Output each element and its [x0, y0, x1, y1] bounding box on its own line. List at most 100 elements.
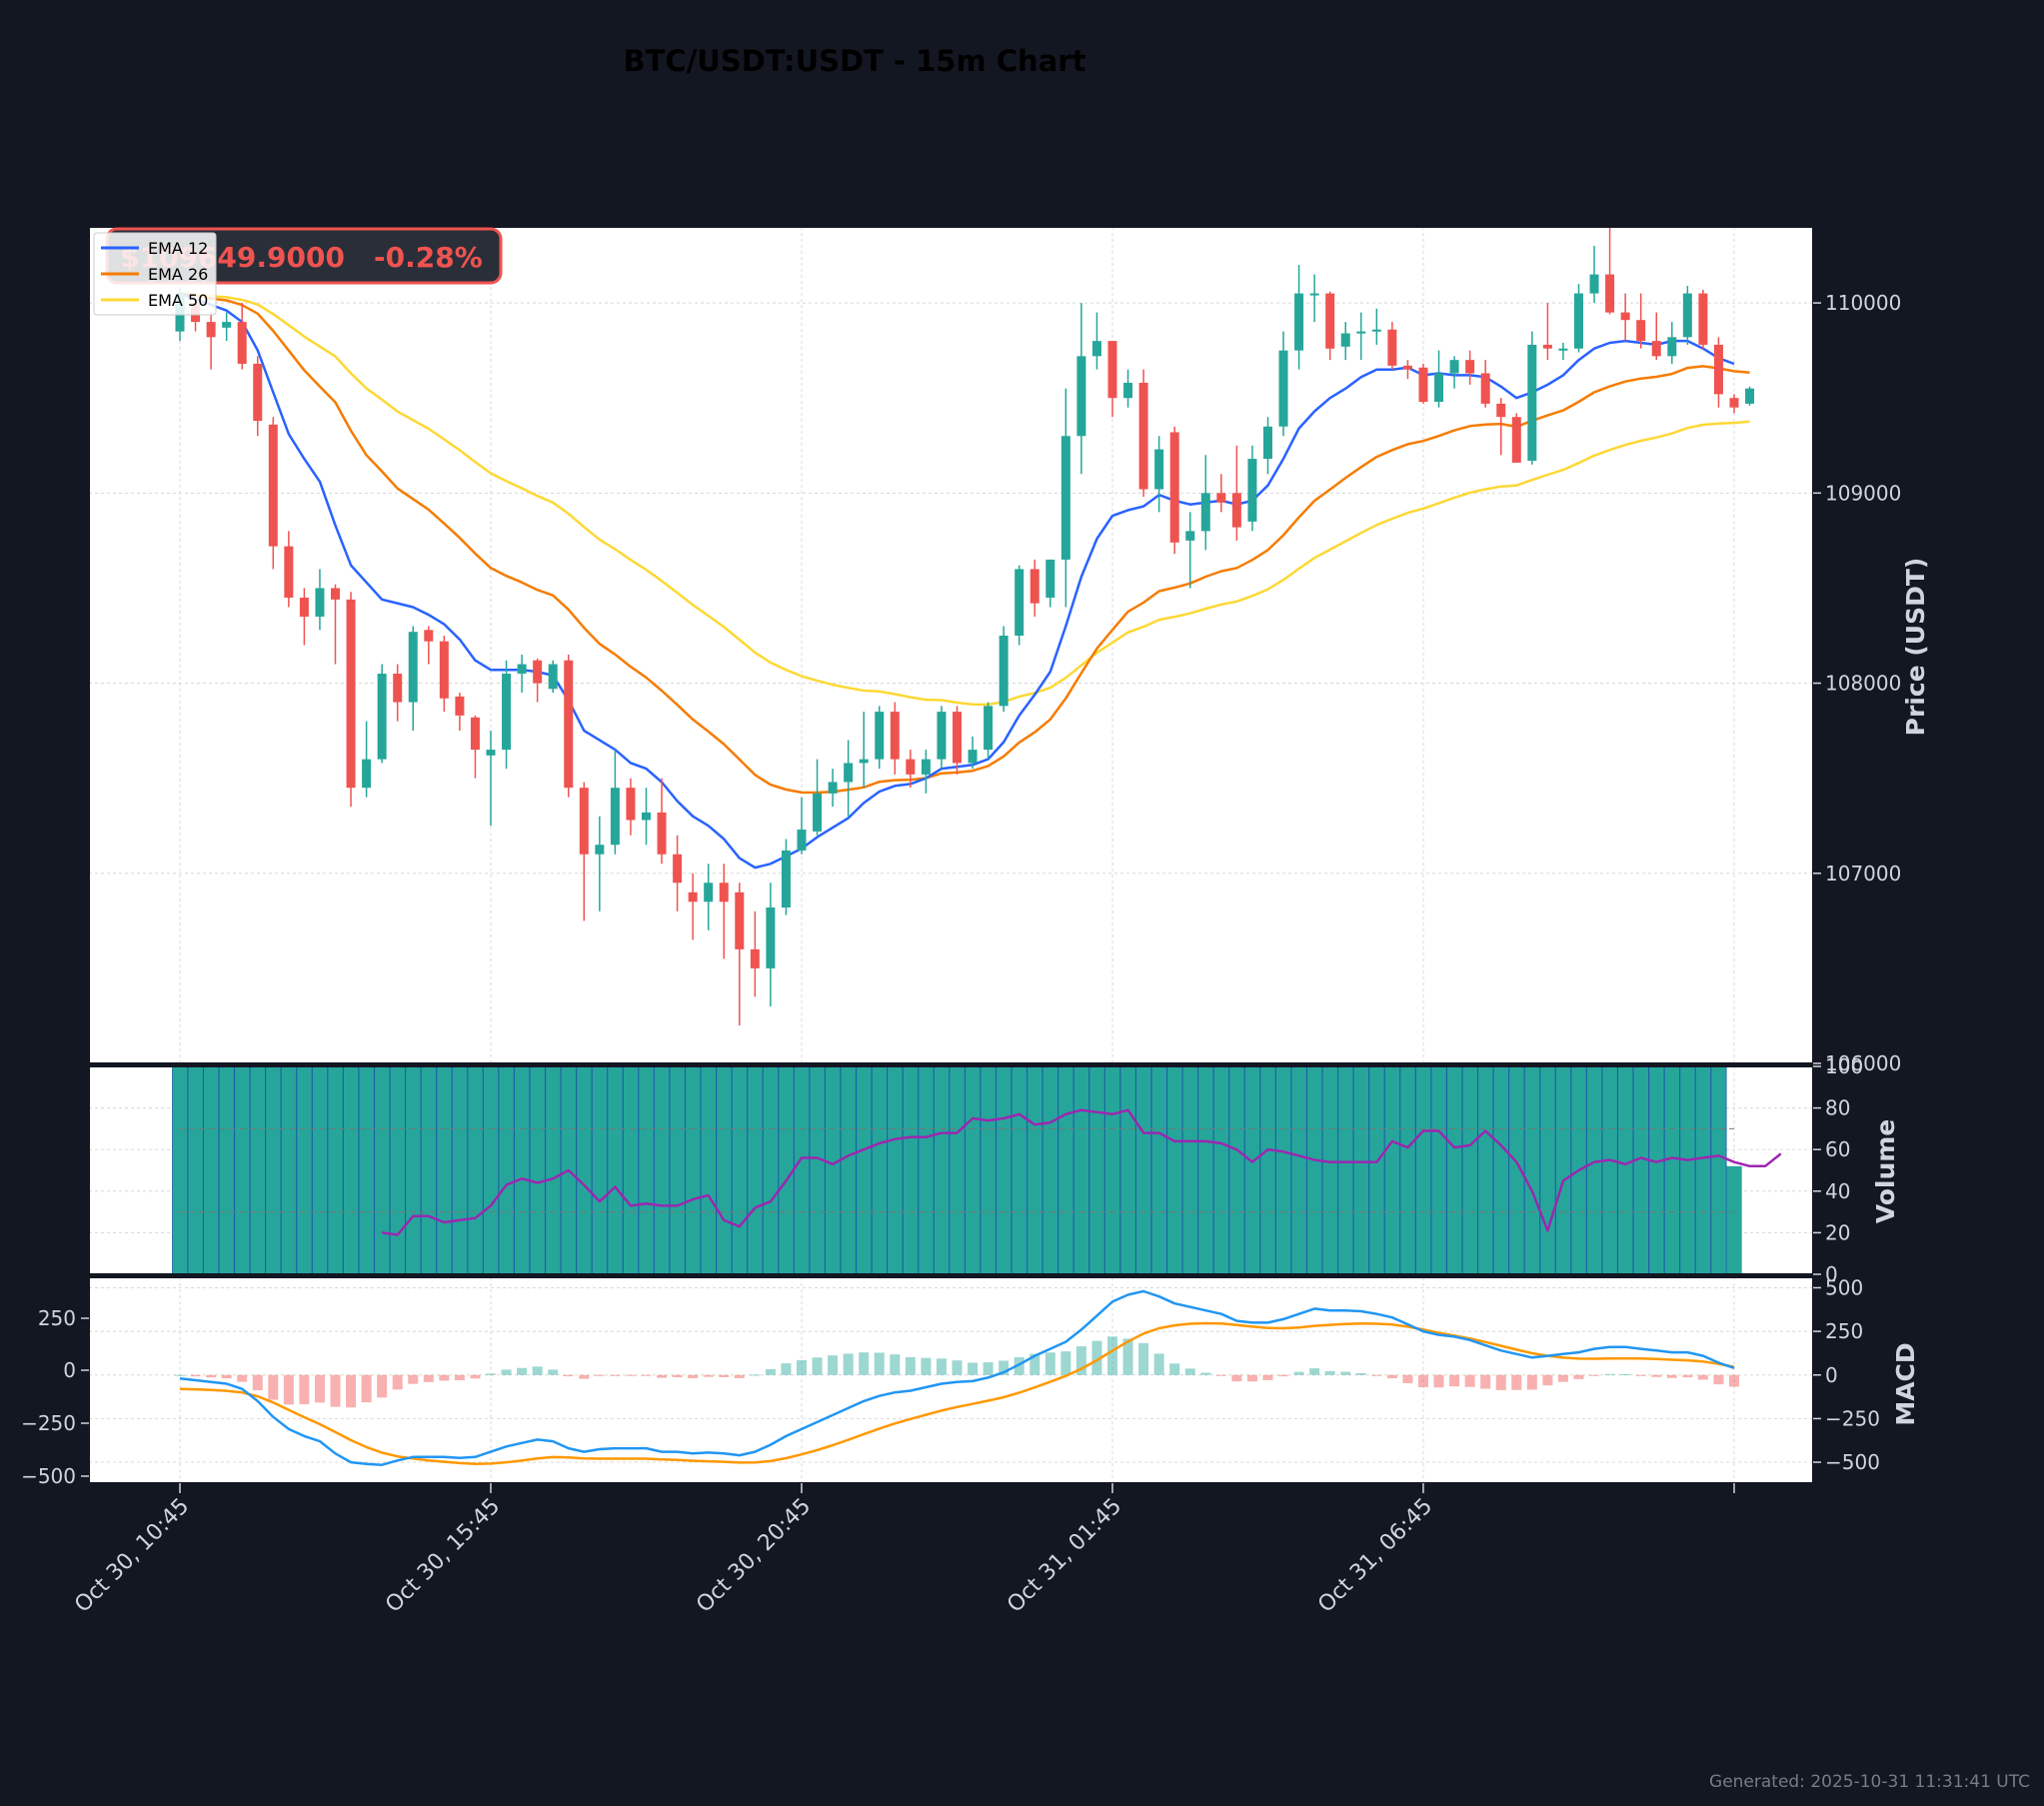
volume-bar [1695, 1065, 1712, 1275]
macd-histogram-bar [1060, 1351, 1071, 1375]
macd-histogram-bar [361, 1374, 372, 1403]
volume-bar [887, 1065, 904, 1275]
price-tick-label: 109000 [1825, 481, 1901, 505]
volume-bar [529, 1065, 546, 1275]
macd-right-tick-label: −250 [1825, 1406, 1880, 1430]
volume-bar [638, 1065, 655, 1275]
macd-histogram-bar [1029, 1353, 1040, 1375]
macd-histogram-bar [1635, 1374, 1646, 1376]
macd-histogram-bar [921, 1357, 932, 1375]
candle-body [455, 696, 465, 716]
macd-left-tick-label: 0 [63, 1358, 76, 1382]
ema26-line [179, 292, 1750, 795]
candle-body [626, 788, 636, 821]
price-badge-change: -0.28% [374, 241, 483, 274]
candle-body [1636, 320, 1646, 342]
candle-body [828, 782, 838, 794]
macd-histogram-bar [532, 1366, 543, 1375]
candle-body [1480, 373, 1490, 404]
macd-histogram-bar [874, 1352, 885, 1375]
candle-body [859, 759, 869, 764]
volume-bar [1011, 1065, 1027, 1275]
candle-body [533, 660, 543, 684]
macd-histogram-bar [190, 1374, 201, 1377]
volume-bar [172, 1065, 189, 1275]
volume-bar [1026, 1065, 1043, 1275]
volume-bar [1430, 1065, 1447, 1275]
candle-body [1745, 388, 1755, 404]
candle-body [1511, 417, 1521, 463]
macd-histogram-bar [594, 1374, 605, 1376]
volume-bar [856, 1065, 873, 1275]
candle-body [797, 830, 807, 851]
candle-body [1558, 348, 1568, 351]
candle-body [393, 674, 403, 703]
volume-bar [949, 1065, 966, 1275]
macd-histogram-bar [1589, 1374, 1600, 1376]
volume-bar [918, 1065, 935, 1275]
candle-body [984, 706, 994, 751]
volume-bar [1617, 1065, 1634, 1275]
candle-body [1247, 459, 1257, 522]
volume-bar [1710, 1065, 1727, 1275]
candle-body [1729, 398, 1739, 408]
macd-lines [179, 1289, 1735, 1466]
macd-histogram-bar [392, 1374, 403, 1390]
volume-bar [871, 1065, 888, 1275]
volume-bar [1461, 1065, 1478, 1275]
macd-histogram-bar [268, 1374, 279, 1400]
volume-bar [187, 1065, 204, 1275]
candle-body [735, 892, 745, 949]
candle-body [1091, 341, 1101, 357]
volume-bar [1337, 1065, 1354, 1275]
candle-body [921, 759, 931, 775]
candle-body [564, 660, 574, 789]
macd-left-tick-label: −250 [21, 1411, 76, 1435]
macd-histogram-bar [1138, 1342, 1149, 1375]
macd-histogram-bar [1122, 1338, 1133, 1375]
macd-histogram-bar [1278, 1374, 1289, 1377]
candle-body [1325, 293, 1335, 349]
macd-histogram-bar [299, 1374, 310, 1405]
candle-body [237, 322, 247, 364]
macd-histogram-bar [1511, 1374, 1522, 1390]
candle-body [579, 788, 589, 855]
volume-bar [996, 1065, 1013, 1275]
volume-bar [1306, 1065, 1323, 1275]
macd-histogram-bar [517, 1367, 528, 1375]
candle-body [1123, 382, 1133, 399]
price-panel [89, 227, 1813, 1063]
macd-right-tick-label: 0 [1825, 1363, 1838, 1387]
candle-body [1309, 293, 1319, 296]
candle-body [1107, 341, 1117, 399]
macd-line [179, 1289, 1735, 1466]
candle-body [906, 759, 916, 775]
volume-bar [436, 1065, 453, 1275]
candle-body [968, 750, 978, 764]
candle-body [1527, 344, 1537, 461]
candle-body [688, 892, 698, 903]
candle-body [890, 712, 900, 760]
volume-bar [1601, 1065, 1618, 1275]
legend-label-ema50: EMA 50 [148, 291, 208, 310]
candle-body [1667, 337, 1677, 357]
volume-bar [731, 1065, 748, 1275]
macd-histogram-bar [330, 1374, 341, 1407]
rsi-overlay [180, 1108, 1782, 1236]
macd-histogram-bar [1697, 1374, 1708, 1380]
macd-histogram-bar [1666, 1374, 1677, 1378]
candle-body [657, 812, 667, 855]
volume-bar [203, 1065, 220, 1275]
volume-bar [1523, 1065, 1540, 1275]
macd-left-tick-label: −500 [21, 1464, 76, 1488]
macd-histogram-bar [1542, 1374, 1553, 1386]
candle-body [595, 845, 605, 855]
volume-bar [669, 1065, 686, 1275]
macd-histogram-bar [1309, 1368, 1320, 1375]
volume-bar [1057, 1065, 1074, 1275]
macd-histogram-bar [1433, 1374, 1444, 1388]
volume-bar [1368, 1065, 1385, 1275]
candle-body [719, 883, 729, 903]
volume-tick-label: 100 [1825, 1054, 1863, 1078]
volume-bar [467, 1065, 484, 1275]
